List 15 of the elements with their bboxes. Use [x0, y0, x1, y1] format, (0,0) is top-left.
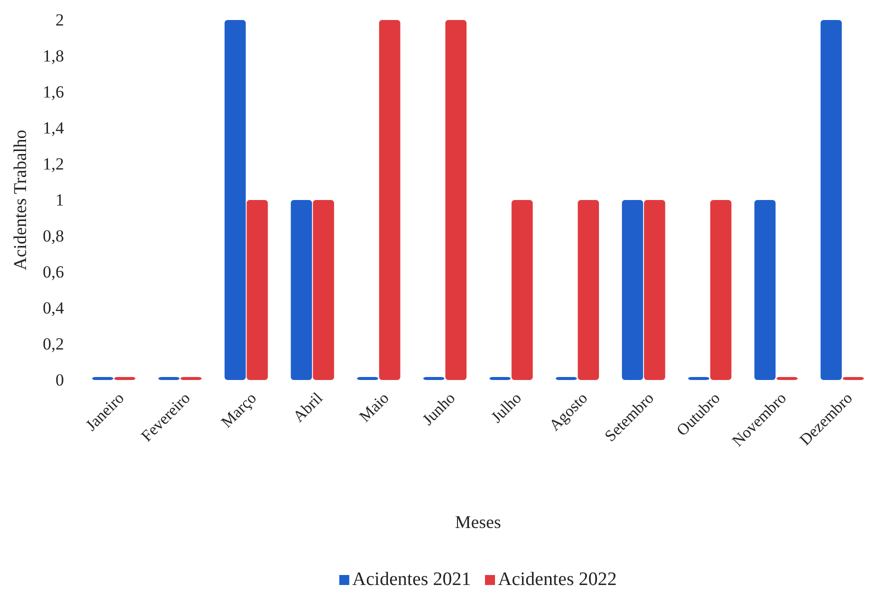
x-axis-title: Meses — [455, 512, 501, 532]
legend-label: Acidentes 2021 — [352, 569, 471, 590]
y-tick-label: 2 — [56, 10, 64, 30]
y-tick-label: 1,2 — [42, 154, 64, 174]
y-axis-title: Acidentes Trabalho — [10, 130, 30, 270]
y-tick-label: 1,8 — [42, 46, 64, 66]
y-tick-label: 1,4 — [42, 118, 64, 138]
y-tick-label: 0,8 — [42, 226, 64, 246]
y-tick-label: 0,6 — [42, 262, 64, 282]
y-tick-label: 1,6 — [42, 82, 64, 102]
y-tick-label: 0,4 — [42, 298, 64, 318]
legend-label: Acidentes 2022 — [498, 569, 617, 590]
y-tick-label: 1 — [56, 190, 64, 210]
y-tick-label: 0 — [56, 370, 64, 390]
y-tick-label: 0,2 — [42, 334, 64, 354]
